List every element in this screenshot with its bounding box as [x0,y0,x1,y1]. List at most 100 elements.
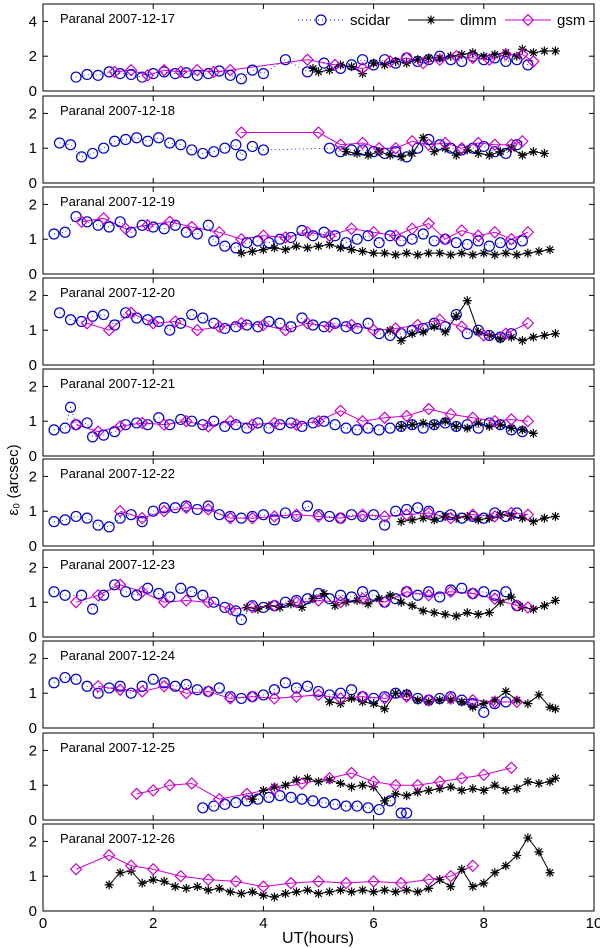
dimm-point [291,775,301,785]
gsm-point [466,51,480,65]
dimm-point [550,773,560,783]
scidar-point [70,673,82,685]
y-tick-label: 1 [29,777,37,794]
panel-frame [42,95,595,184]
panel-frame [42,823,595,912]
gsm-point [295,777,309,790]
scidar-point [131,417,143,429]
gsm-point [201,685,215,698]
gsm-point [411,778,425,792]
dimm-point [302,243,312,253]
gsm-point [290,690,303,704]
dimm-point [396,517,406,527]
scidar-point [516,235,528,247]
scidar-point [362,230,374,242]
scidar-point [81,512,93,524]
y-tick-label: 1 [29,868,37,885]
scidar-point [334,687,347,699]
dimm-point [380,704,390,714]
gsm-point [75,215,88,229]
dimm-point [413,695,423,705]
scidar-point [191,684,203,696]
gsm-point [323,320,336,334]
gsm-point [168,315,182,328]
gsm-point [488,510,502,523]
scidar-point [340,237,352,249]
scidar-point [64,139,77,151]
dimm-point [413,55,423,65]
dimm-point [358,885,368,895]
dimm-point [451,150,461,160]
gsm-point [323,771,336,785]
dimm-point [225,887,235,897]
legend: scidar dimm gsm [298,12,585,29]
gsm-point [179,686,193,700]
gsm-point [378,411,391,425]
dimm-point [528,428,538,438]
dimm-point [369,248,379,258]
dimm-point [413,787,423,797]
scidar-point [158,66,170,78]
gsm-point [372,141,386,155]
scidar-point [208,596,220,608]
dimm-point [380,796,390,806]
scidar-point [472,235,484,247]
gsm-point [488,592,502,606]
dimm-point [280,245,290,255]
dimm-point [495,334,505,344]
gsm-point [135,416,149,430]
gsm-point [433,775,447,789]
gsm-point [201,503,215,516]
scidar-point [86,147,99,160]
dimm-point [528,604,538,614]
scidar-point [315,14,327,26]
panel-data [48,500,560,533]
scidar-point [351,322,363,335]
y-tick-label: 2 [29,105,37,122]
gsm-point [312,414,325,428]
gsm-point [163,778,177,792]
scidar-point [428,235,440,247]
scidar-point [268,684,281,696]
scidar-point [274,790,286,802]
gsm-point [301,53,314,67]
dimm-point [325,775,335,785]
scidar-point [197,589,209,601]
panel-9: 0 1 2 Paranal 2007-12-25 [29,732,595,829]
gsm-point [521,225,535,239]
scidar-point [356,510,369,523]
scidar-point [329,798,341,810]
dimm-point [462,608,472,618]
gsm-point [383,55,397,68]
dimm-point [402,688,412,698]
gsm-line [75,854,473,888]
gsm-point [246,690,259,704]
scidar-point [230,419,242,431]
scidar-point [120,419,132,431]
gsm-point [124,859,138,873]
dimm-point [495,147,505,157]
scidar-point [301,500,314,512]
dimm-point [418,418,428,428]
scidar-point [86,310,99,322]
scidar-point [197,802,209,814]
panel-frame [42,732,595,821]
dimm-point [545,702,555,712]
scidar-point [120,586,132,598]
gsm-point [389,322,402,335]
legend-label: gsm [557,12,585,29]
dimm-point [506,592,516,602]
scidar-point [202,219,214,231]
gsm-point [405,222,419,236]
panel-5: 0 1 2 Paranal 2007-12-21 [29,368,595,465]
gsm-point [334,138,347,152]
legend-label: scidar [350,12,390,29]
scidar-point [180,500,192,512]
dimm-point [473,327,483,337]
dimm-point [258,890,268,900]
gsm-point [367,323,380,337]
y-tick-label: 0 [29,629,37,646]
panel-data [70,44,560,85]
gsm-point [400,585,414,599]
